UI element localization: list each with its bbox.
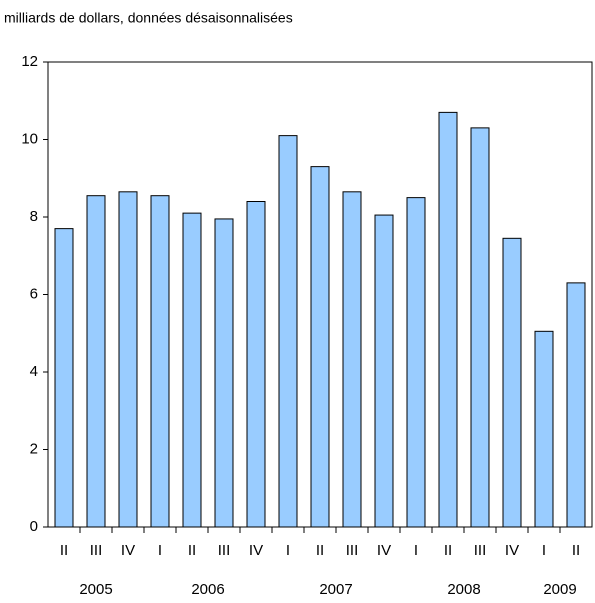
x-group-label: 2007: [319, 581, 352, 598]
x-group-label: 2009: [543, 581, 576, 598]
x-tick-label: IV: [377, 542, 391, 559]
x-tick-label: II: [444, 542, 452, 559]
x-group-label: 2006: [191, 581, 224, 598]
x-tick-label: II: [60, 542, 68, 559]
x-tick-label: IV: [121, 542, 135, 559]
bar: [374, 214, 394, 528]
bar: [342, 191, 362, 528]
y-tick-label: 6: [30, 285, 38, 302]
x-tick-label: III: [474, 542, 487, 559]
bar: [182, 212, 202, 528]
x-tick-label: I: [414, 542, 418, 559]
bar: [54, 228, 74, 528]
bar: [246, 201, 266, 528]
x-tick-label: IV: [505, 542, 519, 559]
y-tick-label: 10: [21, 130, 38, 147]
x-tick-label: IV: [249, 542, 263, 559]
x-tick-label: II: [316, 542, 324, 559]
bar: [566, 282, 586, 528]
bar: [118, 191, 138, 528]
bar: [502, 237, 522, 528]
x-tick-label: III: [346, 542, 359, 559]
bar: [150, 195, 170, 528]
y-tick-label: 4: [30, 363, 38, 380]
x-tick-label: II: [188, 542, 196, 559]
x-tick-label: III: [218, 542, 231, 559]
bar: [310, 166, 330, 528]
bar: [470, 127, 490, 528]
bar: [438, 111, 458, 528]
x-tick-label: II: [572, 542, 580, 559]
y-tick-label: 8: [30, 208, 38, 225]
y-tick-label: 12: [21, 53, 38, 70]
bar: [278, 135, 298, 528]
plot-frame: [47, 61, 593, 528]
chart-title: milliards de dollars, données désaisonna…: [4, 10, 293, 26]
x-tick-label: III: [90, 542, 103, 559]
bar: [214, 218, 234, 528]
bar: [406, 197, 426, 528]
bar: [534, 330, 554, 528]
x-group-label: 2008: [447, 581, 480, 598]
x-group-label: 2005: [79, 581, 112, 598]
bar: [86, 195, 106, 528]
x-tick-label: I: [542, 542, 546, 559]
y-tick-label: 0: [30, 518, 38, 535]
x-tick-label: I: [158, 542, 162, 559]
x-tick-label: I: [286, 542, 290, 559]
y-tick-label: 2: [30, 440, 38, 457]
